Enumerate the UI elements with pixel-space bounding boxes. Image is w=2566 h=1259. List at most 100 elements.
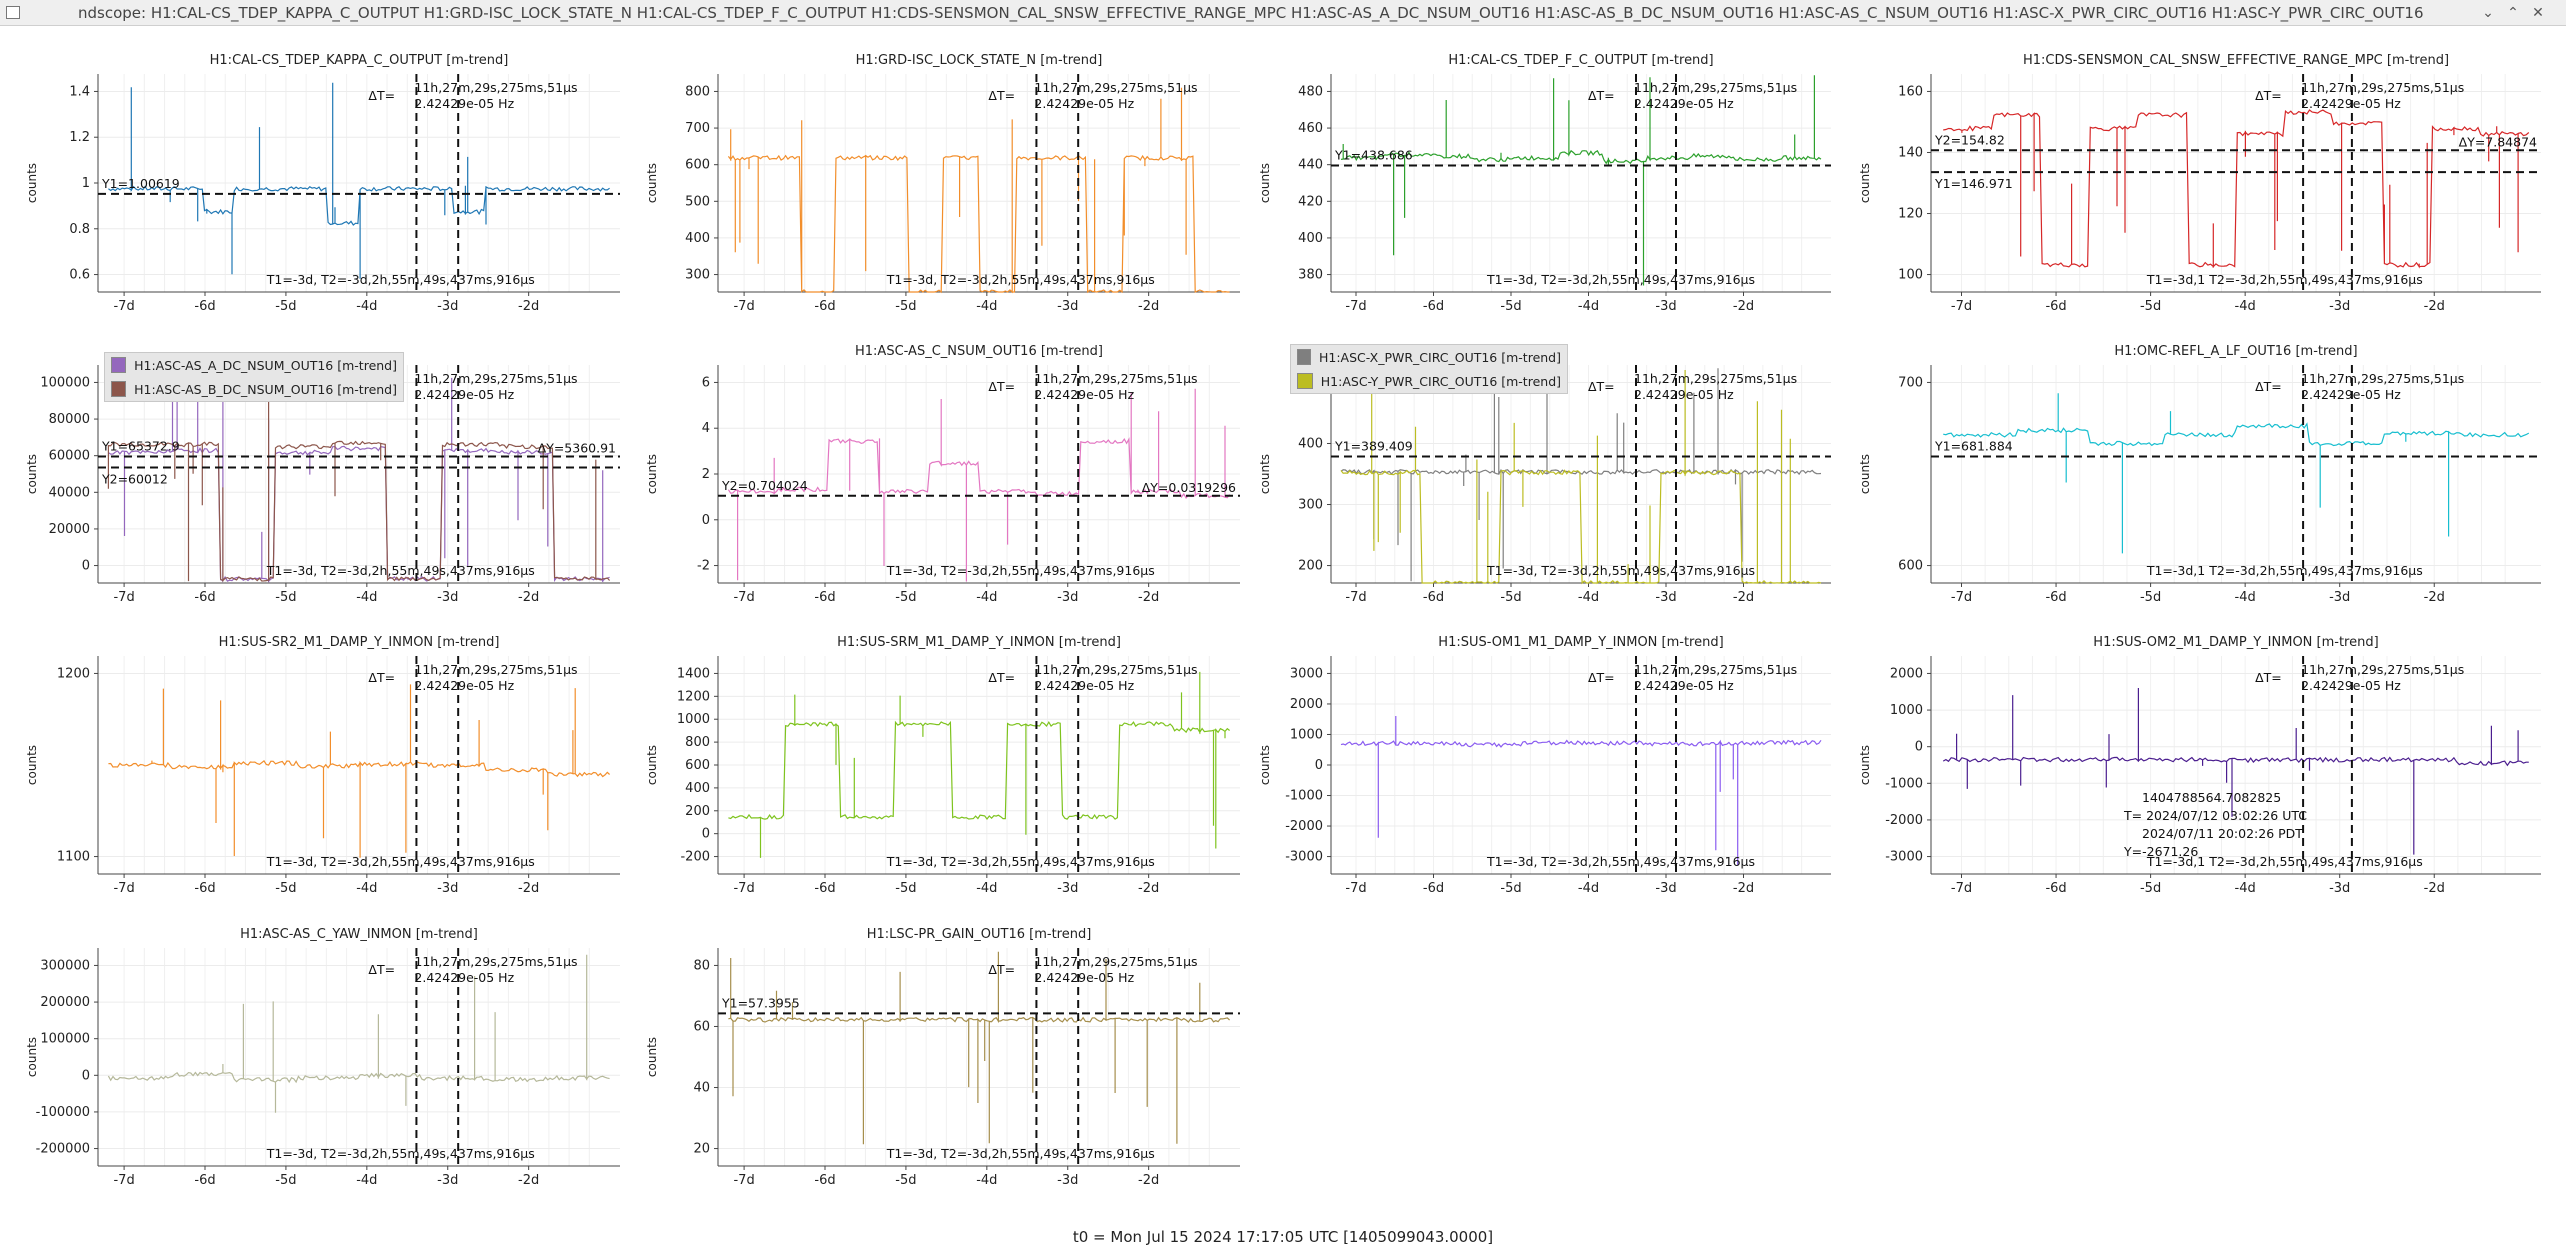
x-tick-label: -6d [194,881,215,896]
plot-panel-pr-gain[interactable]: H1:LSC-PR_GAIN_OUT16 [m-trend] 80 60 40 20 -7… [630,924,1242,1196]
legend-label: H1:ASC-Y_PWR_CIRC_OUT16 [m-trend] [1320,373,1561,389]
delta-t-label: ΔT= [988,962,1015,977]
plot-panel-sensmon-range[interactable]: H1:CDS-SENSMON_CAL_SNSW_EFFECTIVE_RANGE_… [1843,50,2543,322]
panel-title: H1:CDS-SENSMON_CAL_SNSW_EFFECTIVE_RANGE_… [2023,53,2449,68]
y-tick-label: 400 [685,781,710,796]
x-tick-label: -6d [814,1173,835,1188]
x-tick-label: -5d [895,299,916,314]
t1-t2-label: T1=-3d, T2=-3d,2h,55m,49s,437ms,916µs [886,563,1155,578]
x-tick-label: -4d [1578,299,1599,314]
plot-svg: H1:SUS-OM2_M1_DAMP_Y_INMON [m-trend] 2000… [1858,635,2541,896]
y1-cursor-label: Y1=389.409 [1334,439,1413,454]
y1-cursor-label: Y1=681.884 [1934,439,2013,454]
x-tick-label: -7d [1345,881,1366,896]
delta-t-value: 11h,27m,29s,275ms,51µs [1634,371,1797,386]
plot-area [1931,365,2541,583]
y-axis-label: counts [25,745,39,785]
x-tick-label: -2d [518,1173,539,1188]
y-axis-label: counts [1858,163,1872,203]
plot-panel-isc-lock-state[interactable]: H1:GRD-ISC_LOCK_STATE_N [m-trend] 800 700 6… [630,50,1242,322]
plot-panel-as-c-nsum[interactable]: H1:ASC-AS_C_NSUM_OUT16 [m-trend] 6 4 2 0 -2 -7… [630,341,1242,613]
plot-svg: H1:OMC-REFL_A_LF_OUT16 [m-trend] 700 600 -7… [1858,344,2541,605]
delta-t-label: ΔT= [988,379,1015,394]
y-tick-label: 400 [1298,436,1323,451]
delta-t-value: 11h,27m,29s,275ms,51µs [414,80,577,95]
panel-title: H1:SUS-OM1_M1_DAMP_Y_INMON [m-trend] [1438,635,1723,650]
x-tick-label: -7d [113,881,134,896]
legend-as-dc-nsum[interactable]: H1:ASC-AS_A_DC_NSUM_OUT16 [m-trend] H1:A… [104,352,404,402]
y-tick-label: 700 [1898,375,1923,390]
delta-t-value: 11h,27m,29s,275ms,51µs [2301,662,2464,677]
legend-item-as-a[interactable]: H1:ASC-AS_A_DC_NSUM_OUT16 [m-trend] [105,353,403,377]
delta-t-hz: 2.42429e-05 Hz [414,96,514,111]
legend-item-as-b[interactable]: H1:ASC-AS_B_DC_NSUM_OUT16 [m-trend] [105,377,403,401]
legend-item-x-pwr[interactable]: H1:ASC-X_PWR_CIRC_OUT16 [m-trend] [1291,345,1567,369]
t1-t2-label: T1=-3d,1 T2=-3d,2h,55m,49s,437ms,916µs [2146,563,2423,578]
x-tick-label: -3d [1655,881,1676,896]
y-tick-label: 1000 [677,712,710,727]
y-tick-label: 800 [685,84,710,99]
y1-cursor-label: Y1=1.00619 [101,176,180,191]
x-tick-label: -5d [895,881,916,896]
series-line [1340,368,1822,582]
x-tick-label: -7d [1951,881,1972,896]
y-axis-label: counts [645,745,659,785]
plot-panel-sus-srm[interactable]: H1:SUS-SRM_M1_DAMP_Y_INMON [m-trend] 1400… [630,632,1242,904]
plot-panel-pwr-circ[interactable]: 500400300200-7d-6d-5d-4d-3d-2dcountsY1=3… [1243,341,1833,613]
y-tick-label: 1.4 [69,84,90,99]
minimize-button[interactable]: ⌄ [2482,5,2494,21]
maximize-button[interactable]: ⌃ [2507,5,2519,21]
t1-t2-label: T1=-3d, T2=-3d,2h,55m,49s,437ms,916µs [266,854,535,869]
readout-gps: 1404788564.7082825 [2142,790,2281,805]
series-line [728,951,1231,1145]
plot-panel-sus-om1[interactable]: H1:SUS-OM1_M1_DAMP_Y_INMON [m-trend] 3000… [1243,632,1833,904]
plot-panel-f-c[interactable]: H1:CAL-CS_TDEP_F_C_OUTPUT [m-trend] 480 46… [1243,50,1833,322]
x-tick-label: -2d [1733,881,1754,896]
y-tick-label: 600 [685,758,710,773]
x-tick-label: -4d [976,590,997,605]
delta-t-value: 11h,27m,29s,275ms,51µs [1634,80,1797,95]
x-tick-label: -6d [194,1173,215,1188]
plot-panel-as-c-yaw[interactable]: H1:ASC-AS_C_YAW_INMON [m-trend] 300000 200… [10,924,622,1196]
y-tick-label: 200 [1298,559,1323,574]
plot-panel-kappa-c[interactable]: H1:CAL-CS_TDEP_KAPPA_C_OUTPUT [m-trend] 1… [10,50,622,322]
y-tick-label: -2000 [1885,813,1923,828]
t1-t2-label: T1=-3d, T2=-3d,2h,55m,49s,437ms,916µs [1486,272,1755,287]
plot-panel-omc-refl[interactable]: H1:OMC-REFL_A_LF_OUT16 [m-trend] 700 600 -7… [1843,341,2543,613]
y-tick-label: 20 [693,1142,710,1157]
y-tick-label: 300 [1298,498,1323,513]
x-tick-label: -2d [1733,299,1754,314]
series-line [1943,109,2530,269]
x-tick-label: -4d [356,1173,377,1188]
x-tick-label: -7d [1345,590,1366,605]
y-tick-label: 420 [1298,194,1323,209]
y-tick-label: 60000 [49,449,90,464]
delta-t-label: ΔT= [1588,670,1615,685]
y-tick-label: 1000 [1890,703,1923,718]
delta-t-value: 11h,27m,29s,275ms,51µs [1034,662,1197,677]
y-tick-label: 460 [1298,121,1323,136]
series-line [1340,370,1822,585]
y-tick-label: 200 [685,804,710,819]
legend-item-y-pwr[interactable]: H1:ASC-Y_PWR_CIRC_OUT16 [m-trend] [1291,369,1567,393]
series-line [108,684,611,858]
x-tick-label: -2d [1138,1173,1159,1188]
panel-title: H1:GRD-ISC_LOCK_STATE_N [m-trend] [856,53,1103,68]
plot-svg: H1:CDS-SENSMON_CAL_SNSW_EFFECTIVE_RANGE_… [1858,53,2541,314]
y-tick-label: 2000 [1890,666,1923,681]
legend-pwr-circ[interactable]: H1:ASC-X_PWR_CIRC_OUT16 [m-trend] H1:ASC… [1290,344,1568,394]
plot-panel-sus-om2[interactable]: H1:SUS-OM2_M1_DAMP_Y_INMON [m-trend] 2000… [1843,632,2543,904]
x-tick-label: -5d [1500,299,1521,314]
delta-t-label: ΔT= [2255,88,2282,103]
y-tick-label: 400 [685,231,710,246]
y-axis-label: counts [1258,745,1272,785]
delta-t-hz: 2.42429e-05 Hz [414,678,514,693]
plot-panel-sus-sr2[interactable]: H1:SUS-SR2_M1_DAMP_Y_INMON [m-trend] 1200… [10,632,622,904]
delta-t-value: 11h,27m,29s,275ms,51µs [1034,954,1197,969]
x-tick-label: -7d [113,1173,134,1188]
plot-svg: H1:SUS-SR2_M1_DAMP_Y_INMON [m-trend] 1200… [25,635,620,896]
x-tick-label: -5d [275,881,296,896]
close-button[interactable]: ✕ [2532,5,2544,21]
x-tick-label: -6d [194,299,215,314]
delta-t-label: ΔT= [368,670,395,685]
